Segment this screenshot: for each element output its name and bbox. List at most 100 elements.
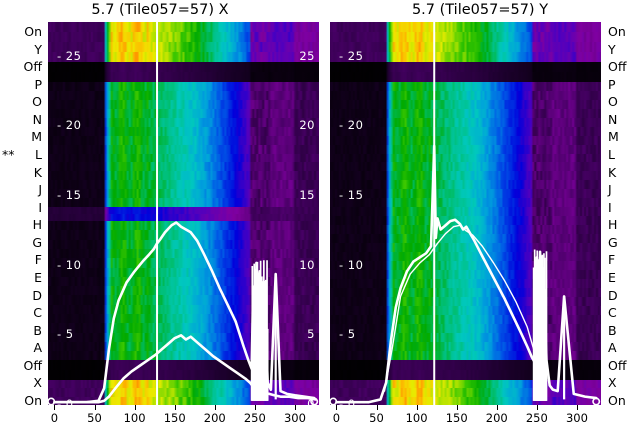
y-tick-label-20: - 20 [57, 118, 82, 133]
category-label-c-16: C [33, 305, 42, 321]
y-tick-label-right-0: 0 [307, 397, 315, 405]
x-tick-0 [54, 405, 56, 410]
category-label-on-21: On [24, 393, 42, 408]
x-tick-label-100: 100 [123, 411, 146, 425]
category-label-j-9: J [38, 182, 42, 198]
x-tick-0 [336, 405, 338, 410]
y-tick-label-5: - 5 [57, 327, 74, 342]
x-tick-250 [536, 405, 538, 410]
category-label-g-12: G [608, 234, 618, 250]
category-label-off-2: Off [608, 59, 627, 75]
category-label-c-16: C [608, 305, 617, 321]
category-label-h-11: H [32, 217, 42, 233]
category-label-p-3: P [608, 76, 616, 92]
x-tick-100 [134, 405, 136, 410]
category-label-i-10: I [38, 199, 42, 215]
curve-upper-trace [335, 144, 598, 404]
category-label-b-17: B [608, 322, 617, 338]
x-tick-label-250: 250 [243, 411, 266, 425]
x-tick-label-0: 0 [50, 411, 59, 425]
x-tick-100 [416, 405, 418, 410]
panel-x-heatmap [48, 22, 319, 405]
category-label-d-15: D [32, 287, 42, 303]
category-label-o-4: O [32, 94, 42, 110]
y-tick-label-0: - 0 [339, 397, 356, 405]
panel-y-title: 5.7 (Tile057=57) Y [411, 2, 549, 18]
category-label-o-4: O [608, 94, 618, 110]
x-tick-label-200: 200 [203, 411, 226, 425]
x-tick-150 [456, 405, 458, 410]
category-label-n-5: N [608, 111, 618, 127]
category-label-j-9: J [608, 182, 612, 198]
endpoint-marker [48, 397, 56, 405]
y-tick-label-20: - 20 [339, 118, 364, 133]
x-tick-label-150: 150 [445, 411, 468, 425]
category-label-p-3: P [34, 76, 42, 92]
x-tick-label-300: 300 [283, 411, 306, 425]
category-label-e-14: E [608, 270, 616, 285]
y-tick-label-15: - 15 [339, 188, 364, 203]
category-label-h-11: H [608, 217, 618, 233]
y-tick-label-25: - 25 [57, 48, 82, 63]
y-tick-label-25: - 25 [339, 48, 364, 63]
y-tick-label-right-25: 25 [299, 48, 315, 63]
category-label-off-19: Off [23, 357, 42, 373]
category-label-off-19: Off [608, 357, 627, 373]
x-tick-label-250: 250 [525, 411, 548, 425]
category-label-f-13: F [608, 252, 616, 268]
endpoint-marker [592, 397, 601, 405]
category-label-e-14: E [34, 270, 42, 285]
panel-x-plot-area[interactable]: - 0 0 - 5 5 - 10 10 - 15 15 - 20 20 - 25 25 [48, 22, 319, 405]
category-label-k-8: K [33, 164, 42, 180]
x-tick-label-50: 50 [369, 411, 384, 425]
x-tick-label-300: 300 [565, 411, 588, 425]
x-tick-150 [174, 405, 176, 410]
curve-overlay-trace [383, 224, 536, 392]
category-label-i-10: I [608, 199, 612, 215]
y-tick-label-0: - 0 [57, 397, 74, 405]
y-tick-label-5: - 5 [339, 327, 356, 342]
curve-spike-cluster [532, 249, 548, 401]
category-label-m-6: M [608, 129, 619, 145]
category-label-l-7: L [35, 147, 42, 162]
y-tick-label-15: - 15 [57, 188, 82, 203]
endpoint-marker [310, 397, 319, 405]
category-label-l-7: L [608, 147, 615, 162]
category-label-on-0: On [24, 24, 42, 39]
y-tick-label-10: - 10 [339, 257, 364, 272]
category-axis-left: On Y Off P O N M L ** K J I H G F E D C B A Off X On [0, 22, 46, 408]
category-marker-star: ** [2, 147, 15, 162]
panel-y: 5.7 (Tile057=57) Y - 0 - 5 - 10 - 15 - 20 - 2… [320, 0, 640, 440]
category-label-a-18: A [33, 340, 42, 356]
x-tick-label-150: 150 [163, 411, 186, 425]
category-label-d-15: D [608, 287, 618, 303]
category-label-f-13: F [34, 252, 42, 268]
y-tick-label-10: - 10 [57, 257, 82, 272]
x-tick-200 [496, 405, 498, 410]
category-axis-right: On Y Off P O N M L K J I H G F E D C B A Off X On [602, 22, 640, 408]
category-label-g-12: G [32, 234, 42, 250]
panel-y-plot-area[interactable]: - 0 - 5 - 10 - 15 - 20 - 25 [330, 22, 601, 405]
category-label-y-1: Y [34, 41, 42, 57]
category-label-y-1: Y [608, 41, 616, 57]
curve-lower-trace [53, 334, 318, 404]
category-label-on-21: On [608, 393, 626, 408]
category-label-x-20: X [33, 375, 42, 391]
x-tick-label-0: 0 [332, 411, 341, 425]
panel-x-title: 5.7 (Tile057=57) X [91, 2, 229, 18]
category-label-a-18: A [608, 340, 617, 356]
x-tick-label-200: 200 [485, 411, 508, 425]
category-label-m-6: M [31, 129, 42, 145]
x-tick-50 [94, 405, 96, 410]
y-tick-label-right-20: 20 [299, 118, 315, 133]
curve-spike-cluster [250, 260, 269, 401]
panel-x-xaxis: 0 50 100 150 200 250 300 [48, 405, 319, 439]
x-tick-200 [214, 405, 216, 410]
panel-y-xaxis: 0 50 100 150 200 250 300 [330, 405, 601, 439]
category-label-k-8: K [608, 164, 617, 180]
y-tick-label-right-5: 5 [307, 327, 315, 342]
x-tick-label-100: 100 [405, 411, 428, 425]
panel-x-curves [48, 22, 319, 405]
